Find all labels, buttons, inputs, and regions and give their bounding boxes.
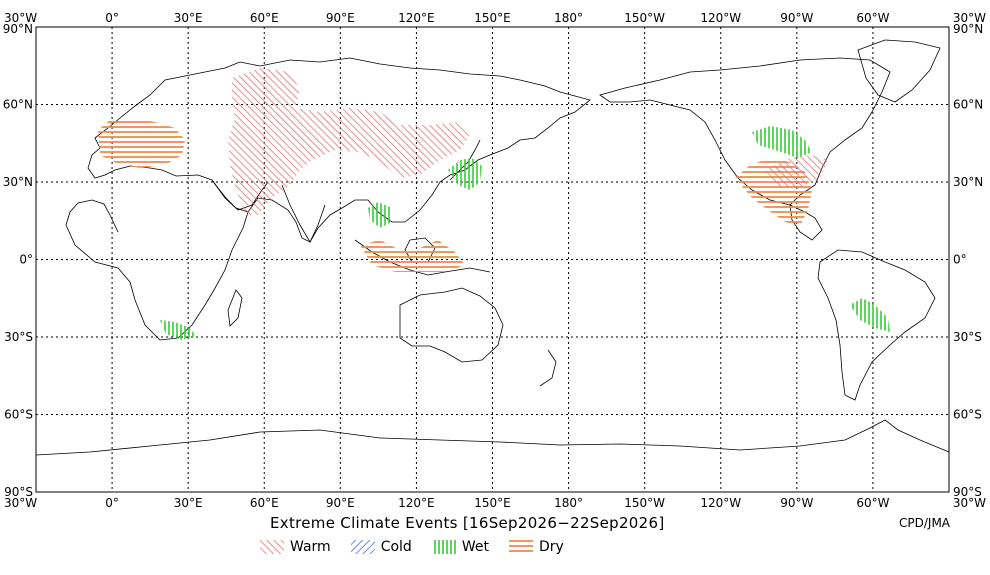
lat-label-right: 60°N — [953, 98, 983, 112]
wet-area-north-america — [752, 126, 812, 158]
legend-item-warm: Warm — [258, 536, 331, 558]
coast-south-america — [817, 249, 936, 401]
map-title: Extreme Climate Events [16Sep2026−22Sep2… — [270, 514, 665, 532]
lon-label-bottom: 180° — [554, 496, 583, 510]
coast-north-america — [599, 57, 891, 241]
dry-area-indonesia — [360, 240, 465, 272]
coast-eurasia-africa — [65, 57, 591, 341]
coast-australia — [399, 287, 504, 363]
lon-label-bottom: 60°E — [250, 496, 279, 510]
lat-label-right: 0° — [953, 253, 967, 267]
cold-hatch-swatch — [350, 540, 375, 554]
wet-area-south-america — [850, 298, 890, 332]
dry-hatch-swatch — [508, 540, 533, 554]
legend-label-dry: Dry — [538, 539, 564, 555]
lon-label-bottom: 60°W — [856, 496, 889, 510]
lat-label-left: 90°S — [4, 485, 33, 499]
lat-label-right: 30°S — [953, 330, 982, 344]
lon-label-top: 150°W — [624, 11, 665, 25]
lon-label-top: 30°W — [4, 11, 37, 25]
coast-india — [281, 184, 326, 243]
warm-area-eastern-us — [765, 155, 828, 188]
coast-antarctica — [35, 419, 950, 456]
lon-label-top: 180° — [554, 11, 583, 25]
lon-label-top: 0° — [105, 11, 119, 25]
lon-label-top: 150°E — [474, 11, 511, 25]
lon-label-top: 120°W — [700, 11, 741, 25]
wet-area-japan — [448, 158, 482, 190]
lat-label-left: 30°N — [3, 175, 33, 189]
lon-label-bottom: 120°W — [700, 496, 741, 510]
lon-label-bottom: 150°E — [474, 496, 511, 510]
lon-label-top: 60°W — [856, 11, 889, 25]
lon-label-top: 90°W — [780, 11, 813, 25]
legend-label-warm: Warm — [290, 539, 331, 555]
lon-label-top: 120°E — [398, 11, 435, 25]
lat-label-left: 0° — [19, 253, 33, 267]
wet-hatch-swatch — [431, 540, 456, 554]
lat-label-right: 60°S — [953, 408, 982, 422]
lon-label-top: 30°W — [953, 11, 986, 25]
dry-area-europe — [98, 118, 185, 168]
legend: Warm Cold Wet Dry — [258, 536, 564, 558]
lon-label-bottom: 90°W — [780, 496, 813, 510]
map-credit: CPD/JMA — [899, 516, 950, 530]
wet-area-southern-africa — [160, 320, 196, 340]
lat-label-left: 30°S — [4, 330, 33, 344]
lon-label-top: 60°E — [250, 11, 279, 25]
lat-label-right: 90°S — [953, 485, 982, 499]
lon-label-top: 30°E — [174, 11, 203, 25]
legend-item-cold: Cold — [349, 536, 412, 558]
lon-label-bottom: 30°W — [953, 496, 986, 510]
legend-label-cold: Cold — [380, 539, 412, 555]
lat-label-left: 60°S — [4, 408, 33, 422]
lon-label-bottom: 90°E — [326, 496, 355, 510]
event-areas — [98, 68, 890, 340]
graticule — [36, 27, 949, 492]
legend-item-wet: Wet — [430, 536, 489, 558]
wet-area-indochina — [368, 202, 392, 228]
axis-labels: 30°W 30°W 0° 0° 30°E 30°E 60°E 60°E 90°E 90°E 120°… — [3, 11, 986, 510]
warm-area-asia-west — [228, 68, 470, 215]
lat-label-left: 60°N — [3, 98, 33, 112]
coast-greenland — [857, 39, 941, 103]
lon-label-top: 90°E — [326, 11, 355, 25]
lat-label-right: 90°N — [953, 22, 983, 36]
legend-label-wet: Wet — [461, 539, 489, 555]
lon-label-bottom: 30°E — [174, 496, 203, 510]
lat-label-left: 90°N — [3, 22, 33, 36]
lon-label-bottom: 150°W — [624, 496, 665, 510]
lon-label-bottom: 120°E — [398, 496, 435, 510]
lon-label-bottom: 30°W — [4, 496, 37, 510]
legend-item-dry: Dry — [507, 536, 564, 558]
coast-new-zealand — [539, 349, 557, 387]
warm-hatch-swatch — [260, 540, 284, 554]
coast-madagascar — [227, 289, 243, 327]
lon-label-bottom: 0° — [105, 496, 119, 510]
lat-label-right: 30°N — [953, 175, 983, 189]
